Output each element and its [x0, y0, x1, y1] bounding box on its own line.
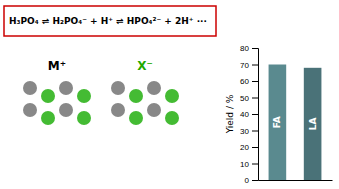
ion: [147, 81, 161, 95]
y-tick-mark: [252, 81, 258, 82]
y-tick: 10: [240, 160, 258, 169]
y-tick: 30: [240, 127, 258, 136]
y-tick-mark: [252, 180, 258, 181]
ion: [111, 81, 125, 95]
ion: [111, 103, 125, 117]
ion: [23, 81, 37, 95]
ion: [147, 103, 161, 117]
ion: [165, 111, 179, 125]
ion: [23, 103, 37, 117]
ion: [41, 89, 55, 103]
y-tick-label: 20: [240, 143, 249, 152]
y-tick-label: 30: [240, 127, 249, 136]
y-tick-label: 70: [240, 61, 249, 70]
y-tick-label: 50: [240, 94, 249, 103]
y-tick-mark: [252, 131, 258, 132]
y-tick: 20: [240, 143, 258, 152]
ion: [59, 103, 73, 117]
ion-label: M⁺: [48, 59, 66, 73]
y-tick-label: 10: [240, 160, 249, 169]
bar: [269, 65, 287, 181]
category-label: FA: [272, 116, 282, 128]
y-tick: 40: [240, 110, 258, 119]
y-tick: 60: [240, 77, 258, 86]
ion: [41, 111, 55, 125]
bars: [269, 65, 322, 181]
ion: [129, 89, 143, 103]
bar-labels: FA LA: [272, 116, 317, 130]
ion: [77, 111, 91, 125]
y-tick: 0: [245, 176, 258, 185]
x-axis: [259, 180, 333, 181]
category-label: LA: [308, 118, 318, 131]
y-tick: 70: [240, 61, 258, 70]
y-axis-line: [252, 49, 259, 181]
y-axis-title: Yield / %: [225, 94, 235, 134]
bar: [304, 68, 322, 180]
y-tick: 80: [240, 44, 258, 53]
chart: H₃PO₄ ⇌ H₂PO₄⁻ + H⁺ ⇌ HPO₄²⁻ + 2H⁺ ··· M⁺…: [0, 0, 339, 189]
ion: [165, 89, 179, 103]
ion: [77, 89, 91, 103]
y-tick-mark: [252, 164, 258, 165]
y-axis: 0 10 20 30 40 50 60 70 80: [240, 44, 258, 185]
ion: [129, 111, 143, 125]
y-tick-mark: [252, 114, 258, 115]
equation: H₃PO₄ ⇌ H₂PO₄⁻ + H⁺ ⇌ HPO₄²⁻ + 2H⁺ ···: [9, 16, 207, 26]
ion-label: X⁻: [137, 59, 153, 73]
equation-box: [4, 6, 216, 36]
ion: [59, 81, 73, 95]
y-tick: 50: [240, 94, 258, 103]
y-tick-mark: [252, 65, 258, 66]
y-tick-label: 40: [240, 110, 249, 119]
y-tick-mark: [252, 98, 258, 99]
y-tick-mark: [252, 147, 258, 148]
y-tick-label: 80: [240, 44, 249, 53]
y-tick-label: 0: [245, 176, 250, 185]
diagram: H₃PO₄ ⇌ H₂PO₄⁻ + H⁺ ⇌ HPO₄²⁻ + 2H⁺ ··· M⁺…: [4, 6, 216, 125]
y-tick-mark: [252, 48, 258, 49]
x-axis-line: [259, 180, 333, 181]
y-tick-label: 60: [240, 77, 249, 86]
